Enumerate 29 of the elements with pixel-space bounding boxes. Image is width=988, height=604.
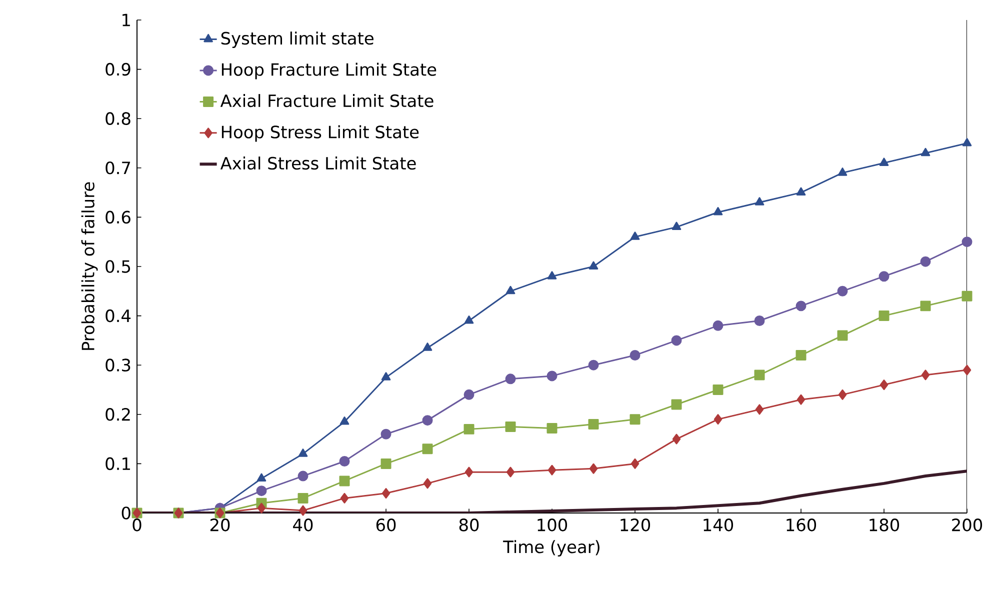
y-tick-label: 0.5	[106, 260, 130, 273]
y-tick-label: 0.7	[106, 161, 130, 174]
x-tick-label: 100	[538, 518, 568, 532]
y-tick-label: 0.4	[106, 309, 131, 322]
y-tick-label: 0	[122, 506, 130, 520]
x-tick-label: 60	[376, 518, 396, 532]
legend-label: Axial Stress Limit State	[220, 156, 416, 170]
y-tick-label: 0.9	[106, 62, 130, 76]
x-tick-label: 0	[132, 518, 142, 532]
x-tick-label: 120	[620, 518, 650, 532]
x-tick-label: 80	[459, 518, 479, 532]
x-tick-label: 200	[952, 518, 982, 532]
y-tick-label: 0.6	[106, 210, 130, 224]
x-tick-label: 20	[210, 518, 230, 532]
y-axis-title: Probability of failure	[81, 182, 98, 350]
y-tick-label: 0.2	[106, 408, 130, 421]
legend-label: Hoop Stress Limit State	[222, 125, 419, 142]
legend-label: Hoop Fracture Limit State	[222, 62, 436, 80]
x-tick-label: 40	[293, 518, 313, 532]
y-tick-label: 1	[122, 14, 130, 26]
legend-label: System limit state	[221, 32, 374, 48]
legend-label: Axial Fracture Limit State	[220, 94, 434, 108]
x-axis-title: Time (year)	[503, 540, 600, 557]
x-tick-label: 140	[704, 518, 734, 532]
y-tick-label: 0.1	[106, 457, 130, 470]
y-tick-label: 0.8	[106, 112, 130, 125]
x-tick-label: 160	[786, 518, 816, 532]
x-tick-label: 180	[870, 518, 900, 532]
y-tick-label: 0.3	[106, 358, 130, 372]
